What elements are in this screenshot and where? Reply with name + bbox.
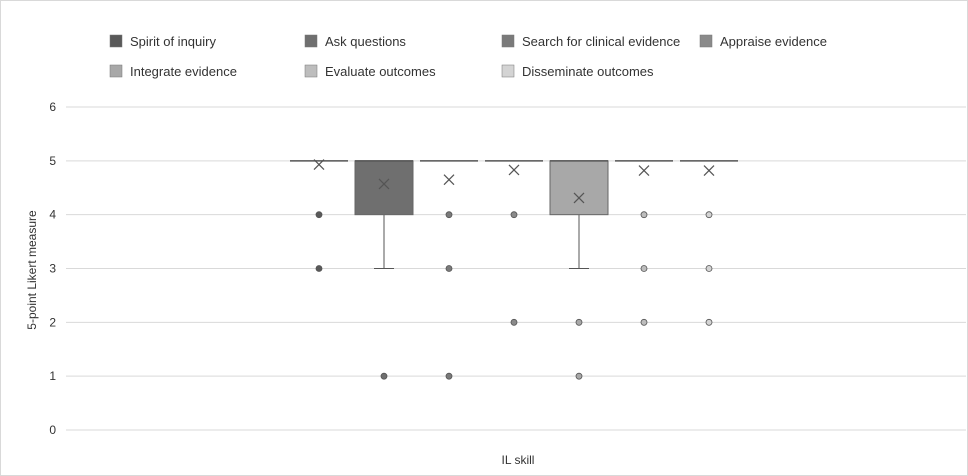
legend-swatch [501,64,515,78]
y-tick-label: 4 [49,208,56,222]
box-5 [549,160,609,380]
mean-marker-stroke [508,164,520,176]
mean-marker [313,159,325,171]
outlier-point [705,265,713,272]
mean-marker [573,192,585,204]
mean-marker-stroke [573,192,585,204]
mean-marker-stroke [313,159,325,171]
legend-label: Evaluate outcomes [325,64,436,79]
legend-swatch [501,34,515,48]
y-tick-label: 0 [49,423,56,437]
legend-item: Spirit of inquiry [109,34,216,49]
mean-marker [703,165,715,176]
box-1 [290,159,348,272]
outlier-point [640,211,648,219]
legend-swatch [109,64,123,78]
outlier-point [445,372,453,380]
outlier-point [380,372,388,380]
box-4 [485,160,543,326]
x-axis-title: IL skill [502,453,535,467]
mean-marker-stroke [378,178,390,190]
box-3 [420,160,478,380]
mean-marker-stroke [638,165,650,176]
mean-marker [378,178,390,190]
box-6 [615,160,673,326]
legend-item: Disseminate outcomes [501,64,654,79]
legend-label: Spirit of inquiry [130,34,216,49]
legend-swatch [699,34,713,48]
legend-item: Search for clinical evidence [501,34,680,49]
y-tick-label: 2 [49,315,56,329]
outlier-point [640,265,648,272]
legend-label: Integrate evidence [130,64,237,79]
outlier-point [575,318,583,326]
outlier-point [315,265,323,272]
legend-label: Ask questions [325,34,406,49]
legend-label: Appraise evidence [720,34,827,49]
legend-swatch [109,34,123,48]
outlier-point [705,318,713,326]
boxes [290,159,738,380]
outlier-point [705,211,713,219]
legend-label: Search for clinical evidence [522,34,680,49]
mean-marker [443,174,455,186]
outlier-point [575,372,583,380]
outlier-point [510,211,518,219]
outlier-point [640,318,648,326]
outlier-point [445,211,453,219]
legend-item: Appraise evidence [699,34,827,49]
outlier-point [315,211,323,219]
mean-marker-stroke [443,174,455,186]
legend-item: Evaluate outcomes [304,64,436,79]
y-axis-ticks: 0 1 2 3 4 5 6 [49,100,56,437]
mean-marker [638,165,650,176]
outlier-point [510,318,518,326]
y-tick-label: 3 [49,262,56,276]
legend-item: Ask questions [304,34,406,49]
box-iqr [549,160,609,216]
legend-swatch [304,34,318,48]
y-tick-label: 6 [49,100,56,114]
mean-marker-stroke [703,165,715,176]
mean-marker [508,164,520,176]
box-7 [680,160,738,326]
box-iqr [354,160,414,216]
y-tick-label: 1 [49,369,56,383]
legend-swatch [304,64,318,78]
legend-label: Disseminate outcomes [522,64,654,79]
y-axis-title: 5-point Likert measure [25,210,39,330]
legend: Spirit of inquiry Ask questions Search for… [109,34,827,79]
y-tick-label: 5 [49,154,56,168]
box-2 [354,160,414,380]
outlier-point [445,265,453,272]
legend-item: Integrate evidence [109,64,237,79]
